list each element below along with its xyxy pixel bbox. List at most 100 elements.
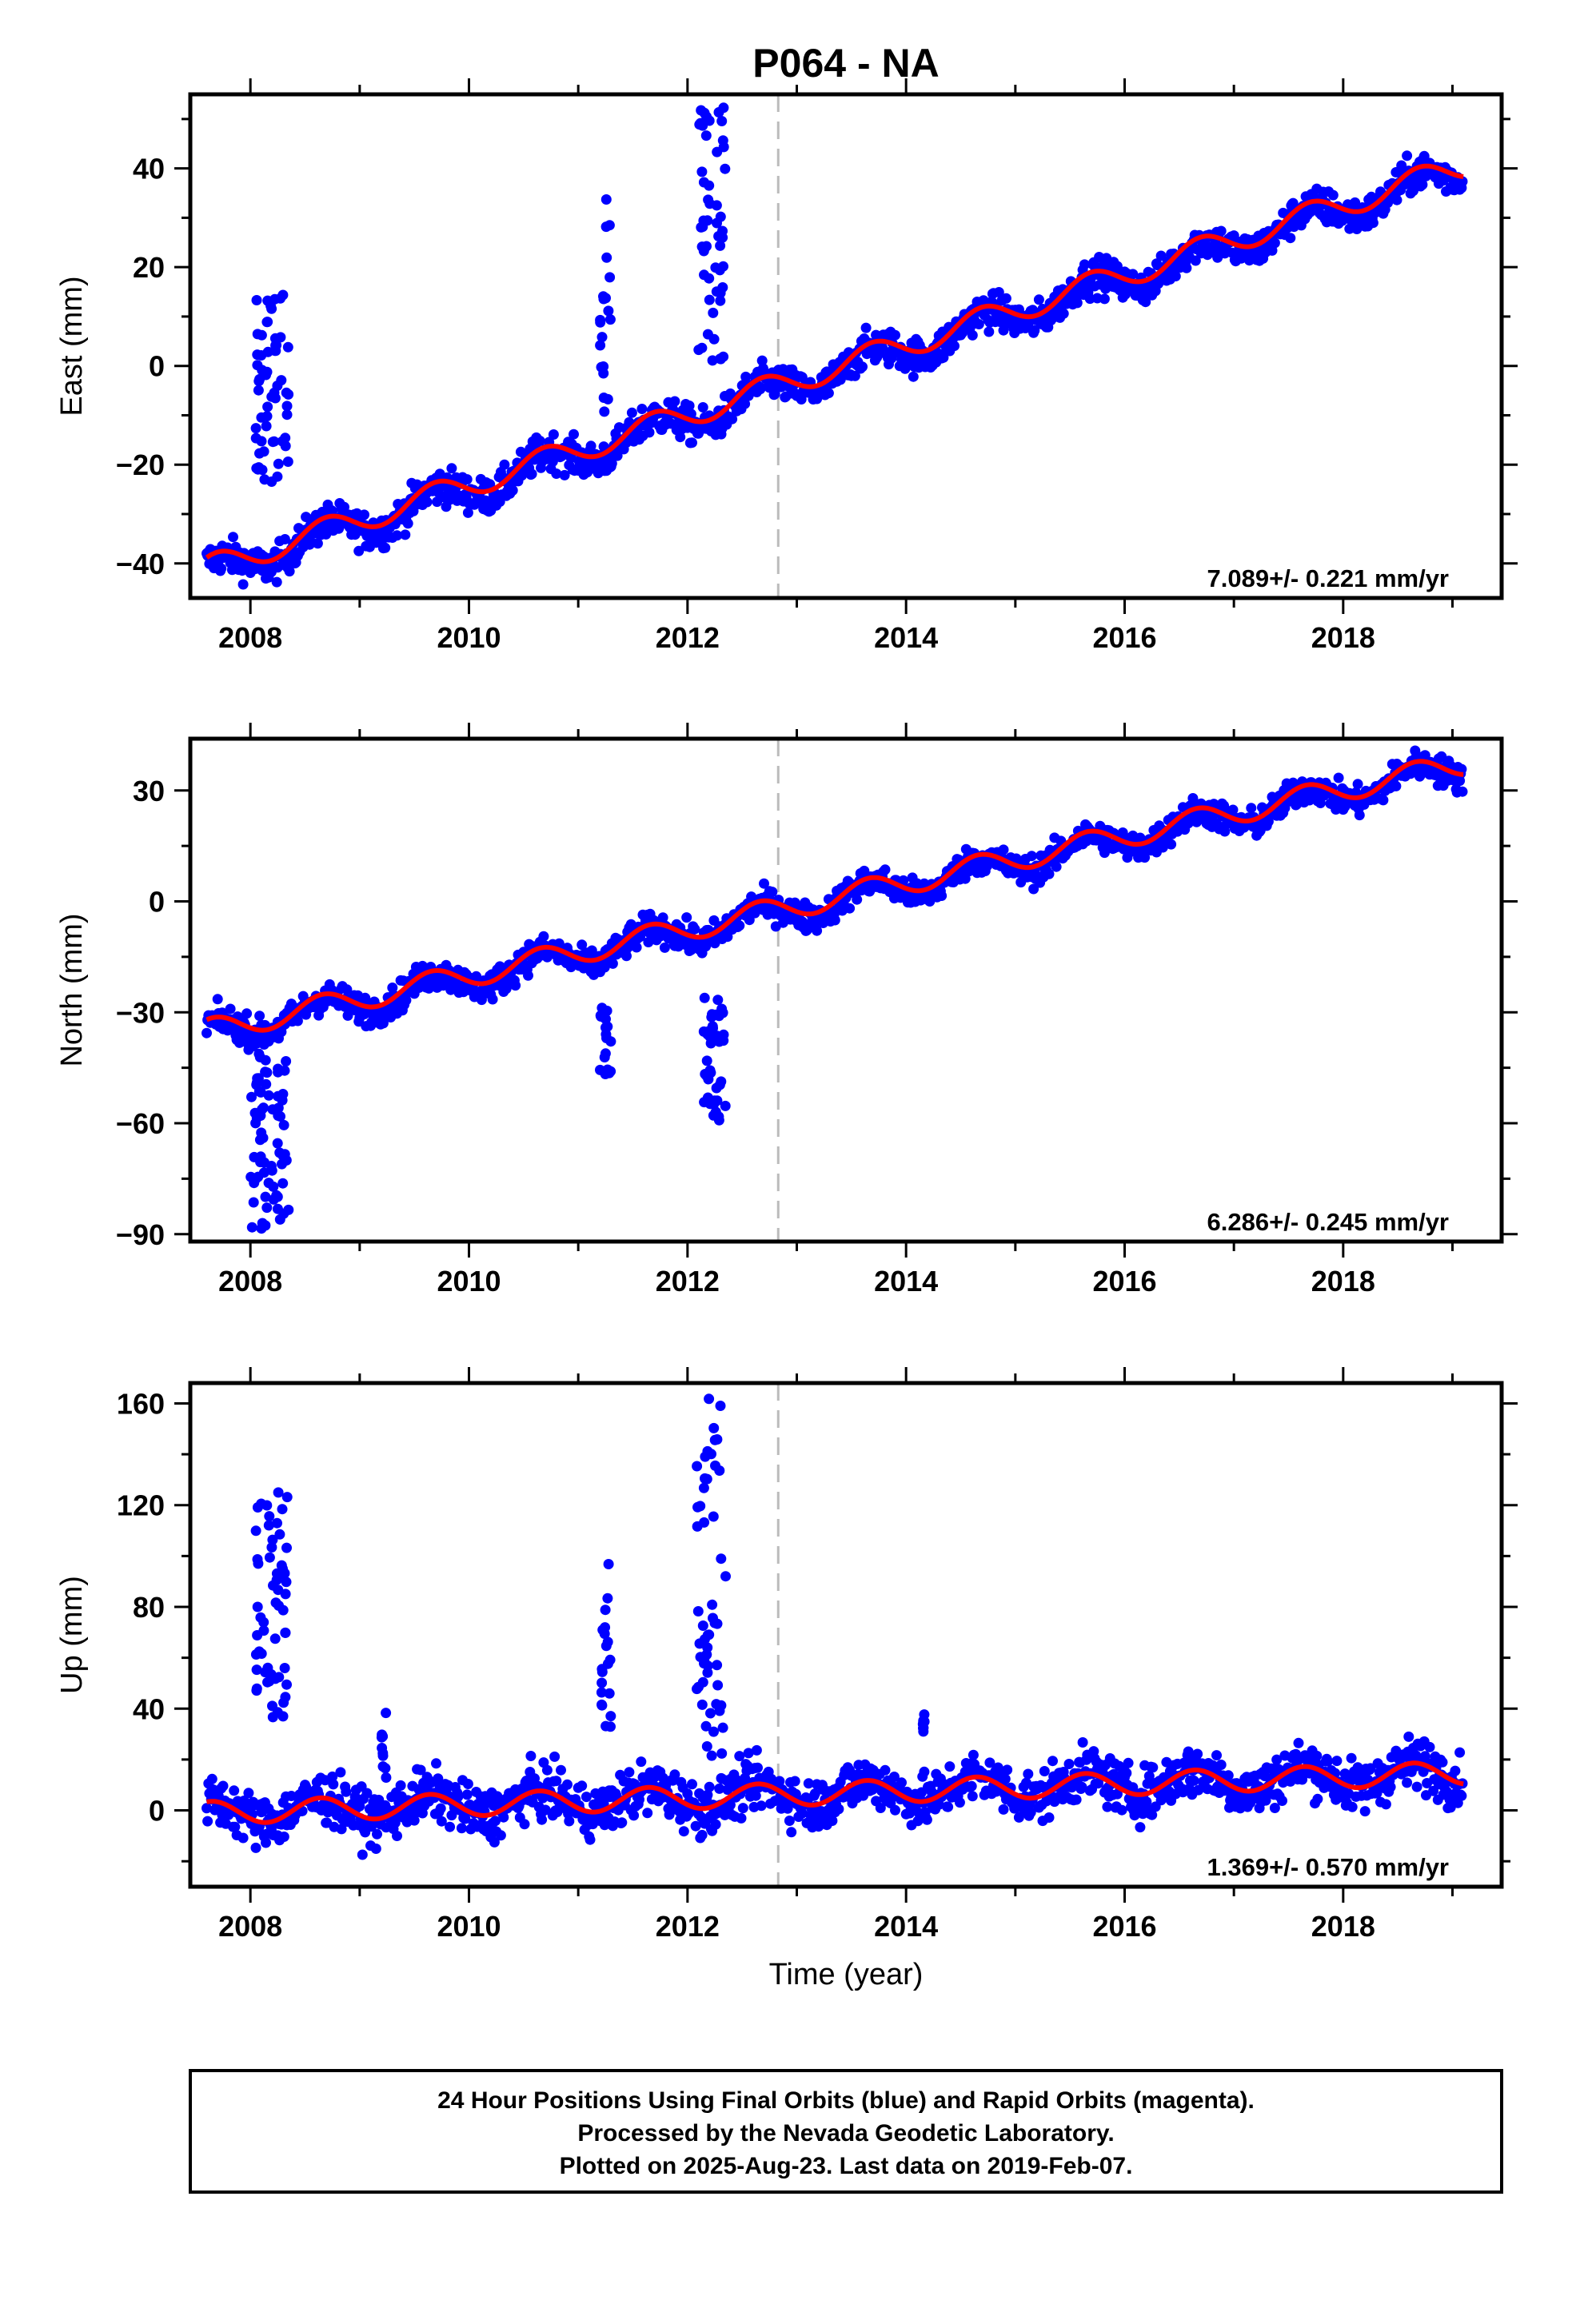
data-point [702, 1789, 713, 1800]
outlier-point [702, 1642, 713, 1653]
data-point [1277, 1796, 1287, 1806]
x-tick-label-up: 2008 [218, 1910, 282, 1943]
outlier-point [595, 1010, 606, 1021]
outlier-point [595, 314, 606, 325]
outlier-point [698, 1482, 709, 1493]
outlier-point [712, 217, 722, 229]
outlier-point [919, 1716, 930, 1727]
outlier-point [712, 1434, 723, 1445]
outlier-point [273, 1600, 284, 1611]
data-point [556, 1764, 566, 1776]
x-tick-label-up: 2018 [1311, 1910, 1375, 1943]
data-point [1111, 261, 1123, 272]
data-point [462, 507, 473, 518]
outlier-point [603, 1559, 614, 1569]
data-point [844, 903, 856, 914]
outlier-point [276, 375, 287, 386]
data-point [562, 1779, 573, 1790]
data-point [710, 1819, 721, 1830]
data-point [581, 1792, 592, 1803]
data-point [1099, 293, 1110, 305]
data-point [751, 1744, 762, 1756]
y-tick-label-up: 80 [133, 1591, 165, 1624]
outlier-point [277, 1178, 289, 1189]
data-point [1141, 1796, 1152, 1808]
outlier-point [280, 1589, 291, 1600]
outlier-point [280, 1692, 291, 1703]
data-point [860, 322, 872, 333]
data-point [519, 1819, 530, 1830]
outlier-point [262, 1662, 273, 1673]
data-point [490, 1816, 501, 1827]
data-point [1155, 250, 1167, 261]
data-point [921, 1814, 932, 1825]
data-point [746, 891, 757, 903]
data-point [271, 576, 282, 588]
outlier-point [710, 262, 721, 273]
data-point [1043, 1812, 1055, 1823]
outlier-point [275, 1111, 285, 1122]
data-point [890, 1804, 900, 1816]
outlier-point [599, 406, 610, 417]
data-point [534, 436, 545, 446]
data-point [461, 1789, 473, 1800]
outlier-point [278, 1567, 289, 1578]
outlier-point [280, 440, 291, 452]
data-point [1346, 1752, 1357, 1764]
data-point [938, 352, 949, 363]
outlier-point [708, 1422, 720, 1433]
data-point [967, 329, 978, 341]
y-tick-label-east: 20 [133, 251, 165, 284]
outlier-point [696, 166, 708, 177]
data-point [392, 530, 402, 541]
data-point [529, 1773, 540, 1784]
data-point [626, 407, 637, 418]
outlier-point [600, 1604, 611, 1616]
data-point [461, 474, 473, 485]
x-tick-label-east: 2010 [437, 621, 501, 654]
data-point [1359, 1806, 1371, 1817]
y-tick-label-east: 40 [133, 153, 165, 185]
outlier-point [712, 995, 724, 1006]
outlier-point [704, 294, 715, 305]
outlier-point [261, 1078, 272, 1090]
outlier-point [250, 1525, 261, 1537]
outlier-point [701, 1741, 712, 1752]
data-point [636, 404, 648, 414]
y-tick-label-east: −20 [116, 448, 165, 481]
data-point [812, 925, 823, 936]
data-point [377, 1018, 389, 1029]
data-point [829, 915, 840, 926]
data-point [489, 1836, 500, 1848]
outlier-point [281, 1492, 293, 1503]
data-point [510, 980, 521, 991]
data-point [435, 1803, 446, 1814]
data-point [890, 329, 900, 341]
data-point [217, 1780, 229, 1792]
outlier-point [272, 1203, 283, 1214]
data-point [1192, 1748, 1203, 1760]
data-point [216, 563, 227, 574]
outlier-point [708, 1511, 719, 1522]
data-point [1183, 1746, 1194, 1757]
data-point [389, 1817, 401, 1828]
outlier-point [261, 1067, 273, 1078]
outlier-point [269, 436, 280, 447]
x-axis-label-up: Time (year) [769, 1958, 924, 1991]
data-point [659, 942, 670, 953]
data-point [1417, 179, 1428, 190]
outlier-point [717, 1007, 728, 1018]
outlier-point [261, 421, 272, 432]
data-point [577, 1780, 588, 1792]
data-point [687, 1779, 697, 1790]
outlier-point [273, 1672, 285, 1683]
outlier-point [695, 1501, 706, 1512]
outlier-point [262, 317, 273, 328]
data-point [998, 844, 1009, 855]
data-point [327, 1771, 338, 1782]
data-point [919, 1766, 930, 1777]
outlier-point [253, 385, 264, 396]
data-point [936, 891, 948, 901]
data-point [1071, 297, 1083, 309]
outlier-point [596, 1677, 608, 1688]
